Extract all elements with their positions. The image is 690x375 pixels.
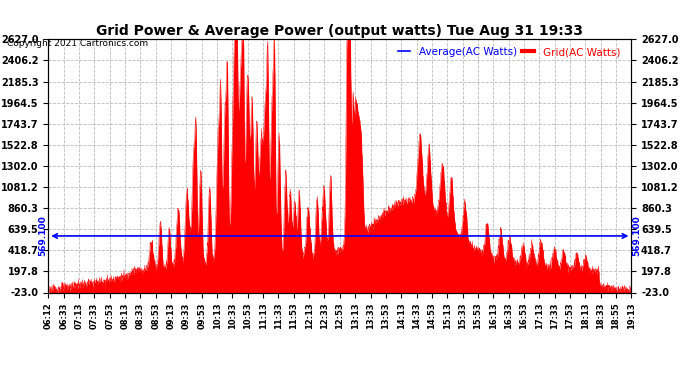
Text: Copyright 2021 Cartronics.com: Copyright 2021 Cartronics.com	[7, 39, 148, 48]
Title: Grid Power & Average Power (output watts) Tue Aug 31 19:33: Grid Power & Average Power (output watts…	[97, 24, 583, 38]
Text: 569.100: 569.100	[39, 216, 48, 256]
Text: 569.100: 569.100	[632, 216, 641, 256]
Legend: Average(AC Watts), Grid(AC Watts): Average(AC Watts), Grid(AC Watts)	[398, 47, 620, 57]
